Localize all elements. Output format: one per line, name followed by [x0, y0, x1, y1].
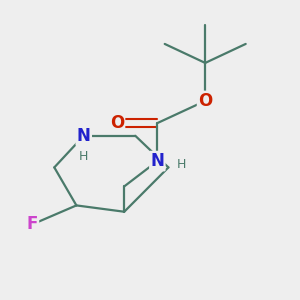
Text: H: H [177, 158, 186, 171]
Text: N: N [150, 152, 164, 170]
Text: N: N [77, 127, 91, 145]
Text: F: F [26, 215, 38, 233]
Text: H: H [79, 150, 88, 163]
Text: O: O [110, 114, 124, 132]
Text: O: O [198, 92, 212, 110]
